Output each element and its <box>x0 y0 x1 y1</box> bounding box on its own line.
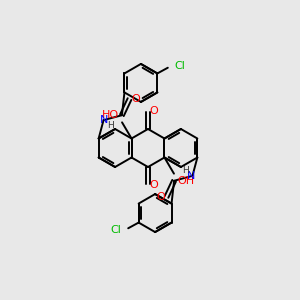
Text: Cl: Cl <box>175 61 186 71</box>
Text: H: H <box>107 121 114 130</box>
Text: O: O <box>150 180 158 190</box>
Text: OH: OH <box>177 176 194 186</box>
Text: N: N <box>187 171 196 181</box>
Text: H: H <box>182 167 189 176</box>
Text: N: N <box>100 115 109 125</box>
Text: O: O <box>150 106 158 116</box>
Text: Cl: Cl <box>110 225 121 235</box>
Text: O: O <box>156 192 165 202</box>
Text: O: O <box>131 94 140 104</box>
Text: HO: HO <box>102 110 119 120</box>
